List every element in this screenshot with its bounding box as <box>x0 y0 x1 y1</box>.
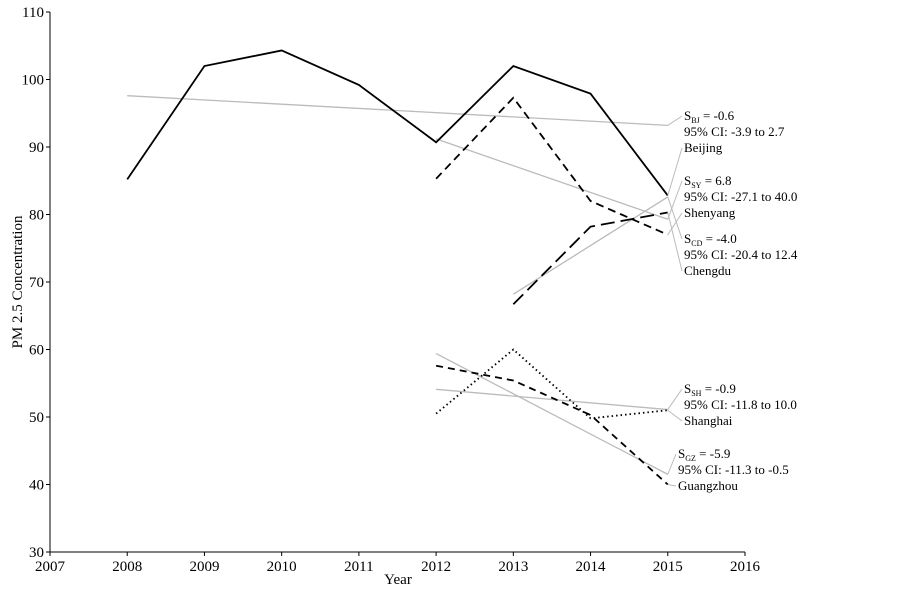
y-tick-label: 30 <box>29 545 44 561</box>
slope-subscript: CD <box>691 239 702 248</box>
slope-subscript: BJ <box>691 116 699 125</box>
x-tick-label: 2011 <box>344 559 373 575</box>
slope-subscript: SY <box>691 181 701 190</box>
slope-symbol: S <box>678 446 685 461</box>
slope-label: SCD = -4.0 <box>684 231 737 248</box>
trend-line <box>127 95 668 127</box>
trend-line <box>512 196 669 295</box>
x-tick-label: 2007 <box>35 559 66 575</box>
leader-line <box>667 115 683 126</box>
city-label: Beijing <box>684 140 723 155</box>
slope-subscript: GZ <box>685 454 696 463</box>
leader-line <box>667 212 683 272</box>
x-tick-label: 2016 <box>730 559 761 575</box>
slope-value: = 6.8 <box>701 173 731 188</box>
y-tick-label: 90 <box>29 140 44 156</box>
leader-line <box>667 484 677 487</box>
y-tick-label: 110 <box>22 5 44 21</box>
trend-line <box>435 138 668 220</box>
slope-symbol: S <box>684 108 691 123</box>
leader-line <box>667 196 683 240</box>
y-tick-label: 60 <box>29 343 44 359</box>
y-tick-label: 40 <box>29 478 44 494</box>
y-tick-label: 70 <box>29 275 44 291</box>
leader-line <box>667 453 677 475</box>
slope-label: SBJ = -0.6 <box>684 108 735 125</box>
series-line <box>512 211 668 305</box>
x-tick-label: 2014 <box>576 559 607 575</box>
city-label: Shenyang <box>684 205 736 220</box>
series-line <box>435 348 668 420</box>
slope-symbol: S <box>684 173 691 188</box>
leader-line <box>667 180 683 220</box>
leader-line <box>667 409 683 422</box>
slope-value: = -0.9 <box>701 381 735 396</box>
x-tick-label: 2015 <box>653 559 683 575</box>
y-tick-label: 100 <box>22 73 45 89</box>
ci-label: 95% CI: -11.8 to 10.0 <box>684 397 797 412</box>
slope-symbol: S <box>684 381 691 396</box>
x-tick-label: 2010 <box>267 559 297 575</box>
x-tick-label: 2008 <box>112 559 142 575</box>
slope-value: = -5.9 <box>696 446 730 461</box>
ci-label: 95% CI: -27.1 to 40.0 <box>684 189 797 204</box>
x-axis-title: Year <box>384 572 412 588</box>
leader-line <box>667 212 683 236</box>
trend-line <box>435 352 669 475</box>
leader-line <box>667 147 683 196</box>
ci-label: 95% CI: -3.9 to 2.7 <box>684 124 785 139</box>
slope-subscript: SH <box>691 389 701 398</box>
x-tick-label: 2013 <box>498 559 528 575</box>
y-tick-label: 80 <box>29 208 44 224</box>
ci-label: 95% CI: -11.3 to -0.5 <box>678 462 789 477</box>
trend-line <box>436 388 668 411</box>
city-label: Shanghai <box>684 413 733 428</box>
slope-value: = -4.0 <box>702 231 736 246</box>
slope-label: SSY = 6.8 <box>684 173 732 190</box>
y-axis-title: PM 2.5 Concentration <box>10 215 26 348</box>
series-line <box>435 96 669 236</box>
slope-label: SGZ = -5.9 <box>678 446 730 463</box>
series-line <box>435 364 669 486</box>
series-line <box>126 49 669 197</box>
y-tick-label: 50 <box>29 410 44 426</box>
city-label: Chengdu <box>684 263 731 278</box>
slope-symbol: S <box>684 231 691 246</box>
ci-label: 95% CI: -20.4 to 12.4 <box>684 247 798 262</box>
city-label: Guangzhou <box>678 478 738 493</box>
slope-label: SSH = -0.9 <box>684 381 736 398</box>
x-tick-label: 2009 <box>189 559 219 575</box>
x-tick-label: 2012 <box>421 559 451 575</box>
slope-value: = -0.6 <box>700 108 735 123</box>
leader-line <box>667 388 683 410</box>
